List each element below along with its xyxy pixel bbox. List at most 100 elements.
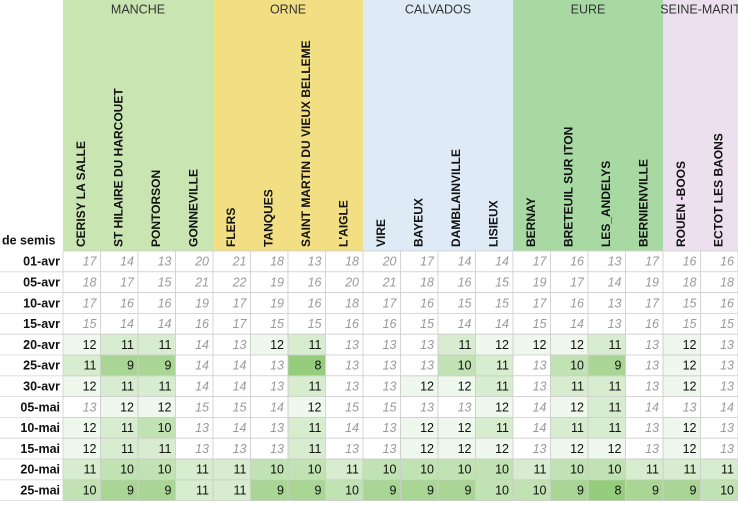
cell-value: 19	[645, 275, 659, 289]
region-name: ORNE	[270, 2, 306, 16]
cell-value: 15	[270, 317, 284, 331]
cell-value: 11	[346, 463, 359, 477]
cell-value: 12	[458, 421, 472, 435]
cell-value: 15	[420, 317, 434, 331]
cell-value: 14	[533, 421, 547, 435]
cell-value: 18	[83, 275, 97, 289]
cell-value: 12	[533, 338, 547, 352]
column-header: ECTOT LES BAONS	[711, 133, 725, 247]
cell-value: 16	[570, 296, 584, 310]
cell-value: 18	[683, 275, 697, 289]
row-label: 25-avr	[23, 359, 60, 373]
cell-value: 15	[345, 400, 359, 414]
cell-value: 13	[233, 442, 247, 456]
column-header: BAYEUX	[411, 198, 425, 247]
cell-value: 14	[120, 255, 134, 269]
cell-value: 13	[308, 255, 322, 269]
cell-value: 11	[121, 442, 134, 456]
cell-value: 17	[420, 255, 435, 269]
cell-value: 13	[645, 338, 659, 352]
cell-value: 13	[645, 359, 659, 373]
cell-value: 9	[165, 359, 172, 373]
cell-value: 19	[195, 296, 209, 310]
cell-value: 17	[645, 255, 660, 269]
cell-value: 9	[390, 483, 397, 497]
row-label: 01-avr	[23, 255, 60, 269]
cell-value: 11	[196, 483, 209, 497]
cell-value: 17	[533, 255, 548, 269]
cell-value: 14	[458, 317, 472, 331]
cell-value: 13	[195, 442, 209, 456]
cell-value: 12	[683, 338, 697, 352]
cell-value: 13	[270, 359, 284, 373]
row-label: 05-avr	[23, 275, 60, 289]
cell-value: 13	[345, 379, 359, 393]
cell-value: 12	[495, 338, 509, 352]
cell-value: 12	[683, 379, 697, 393]
cell-value: 11	[159, 338, 172, 352]
region-name: CALVADOS	[405, 2, 471, 16]
cell-value: 11	[496, 421, 509, 435]
row-label: 30-avr	[23, 379, 60, 393]
column-header: LISIEUX	[486, 200, 500, 247]
cell-value: 14	[533, 400, 547, 414]
cell-value: 9	[427, 483, 434, 497]
cell-value: 11	[646, 463, 659, 477]
cell-value: 17	[83, 255, 98, 269]
cell-value: 8	[315, 359, 322, 373]
column-header: CERISY LA SALLE	[74, 141, 88, 247]
cell-value: 12	[83, 379, 97, 393]
cell-value: 13	[270, 442, 284, 456]
cell-value: 11	[721, 463, 734, 477]
cell-value: 9	[690, 483, 697, 497]
cell-value: 10	[570, 359, 584, 373]
cell-value: 17	[383, 296, 398, 310]
cell-value: 12	[83, 442, 97, 456]
cell-value: 16	[683, 255, 697, 269]
cell-value: 11	[609, 400, 622, 414]
cell-value: 11	[684, 463, 697, 477]
cell-value: 11	[309, 442, 322, 456]
cell-value: 11	[609, 338, 622, 352]
cell-value: 11	[159, 442, 172, 456]
cell-value: 10	[420, 463, 434, 477]
cell-value: 14	[195, 338, 209, 352]
cell-value: 11	[496, 379, 509, 393]
cell-value: 12	[570, 400, 584, 414]
cell-value: 11	[496, 359, 509, 373]
cell-value: 9	[652, 483, 659, 497]
cell-value: 10	[570, 463, 584, 477]
cell-value: 13	[420, 359, 434, 373]
cell-value: 12	[120, 400, 134, 414]
cell-value: 11	[459, 338, 472, 352]
column-header: ROUEN -BOOS	[674, 161, 688, 247]
cell-value: 12	[570, 442, 584, 456]
region-header	[513, 0, 663, 251]
cell-value: 11	[84, 463, 97, 477]
cell-value: 12	[420, 379, 434, 393]
cell-value: 13	[608, 296, 622, 310]
cell-value: 13	[270, 421, 284, 435]
cell-value: 15	[495, 296, 509, 310]
cell-value: 12	[83, 338, 97, 352]
cell-value: 22	[232, 275, 247, 289]
cell-value: 13	[420, 338, 434, 352]
cell-value: 10	[533, 483, 547, 497]
cell-value: 12	[420, 421, 434, 435]
cell-value: 14	[720, 400, 734, 414]
cell-value: 10	[158, 463, 172, 477]
cell-value: 9	[277, 483, 284, 497]
cell-value: 12	[83, 421, 97, 435]
cell-value: 10	[458, 359, 472, 373]
cell-value: 10	[308, 463, 322, 477]
cell-value: 18	[345, 255, 359, 269]
cell-value: 14	[233, 359, 247, 373]
cell-value: 15	[383, 400, 397, 414]
cell-value: 14	[608, 275, 622, 289]
cell-value: 13	[645, 421, 659, 435]
cell-value: 12	[495, 400, 509, 414]
cell-value: 11	[234, 463, 247, 477]
cell-value: 18	[345, 296, 359, 310]
cell-value: 11	[609, 379, 622, 393]
